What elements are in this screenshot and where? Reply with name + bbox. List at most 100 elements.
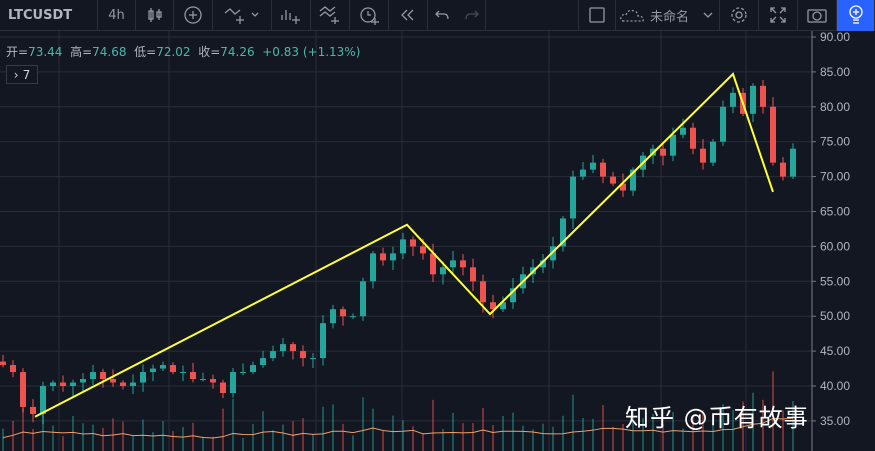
settings-button[interactable] (720, 0, 759, 31)
layout-name: 未命名 (649, 9, 689, 25)
candle-body (580, 169, 586, 177)
candle-body (480, 281, 486, 303)
gear-icon (731, 7, 747, 23)
open-value: 73.44 (28, 45, 63, 59)
financials-button[interactable] (272, 0, 311, 31)
publish-idea-button[interactable] (837, 0, 875, 31)
candle-body (460, 260, 466, 268)
volume-bar (552, 426, 554, 451)
candle-body (120, 382, 126, 386)
volume-bar (92, 424, 94, 451)
financials-icon (281, 10, 300, 24)
open-label: 开= (6, 45, 29, 59)
add-compare-icon (184, 6, 202, 24)
fullscreen-icon (770, 7, 786, 23)
candle-body (710, 141, 716, 163)
volume-bar (652, 414, 654, 451)
chart-type-button[interactable] (136, 0, 174, 31)
layout-name-button[interactable]: 未命名 (616, 0, 720, 31)
volume-bar (642, 418, 644, 451)
candle-body (80, 379, 86, 383)
candle-body (600, 162, 606, 177)
select-layout-button[interactable] (578, 0, 616, 31)
volume-bar (372, 408, 374, 451)
volume-bar (712, 419, 714, 451)
volume-bar (622, 424, 624, 451)
candle-body (190, 372, 196, 380)
candle-body (770, 106, 776, 163)
compare-button[interactable] (174, 0, 213, 31)
candle-body (420, 246, 426, 254)
volume-bar (182, 426, 184, 451)
candle-body (130, 382, 136, 386)
volume-bar (162, 421, 164, 451)
volume-bar (282, 424, 284, 451)
indicator-count: 7 (22, 67, 31, 82)
replay-button[interactable] (389, 0, 428, 31)
volume-bar (612, 426, 614, 451)
y-tick-label: 70.00 (820, 170, 850, 184)
candle-body (350, 316, 356, 318)
screenshot-button[interactable] (798, 0, 837, 31)
volume-bar (72, 416, 74, 451)
volume-bar (12, 420, 14, 451)
volume-bar (792, 400, 794, 451)
candle-body (320, 323, 326, 359)
redo-icon[interactable] (464, 8, 480, 22)
candle-body (10, 365, 16, 373)
replay-icon (401, 9, 414, 21)
volume-bar (732, 409, 734, 451)
candle-body (750, 85, 756, 114)
candle-body (330, 309, 336, 324)
templates-button[interactable] (311, 0, 350, 31)
candle-body (340, 309, 346, 317)
volume-bar (122, 421, 124, 451)
candle-body (730, 92, 736, 107)
templates-icon (319, 6, 339, 24)
y-tick-label: 60.00 (820, 239, 850, 253)
watermark: 知乎 @币有故事 (625, 404, 809, 432)
y-tick-label: 50.00 (820, 309, 850, 323)
volume-bar (32, 428, 34, 451)
candle-body (570, 176, 576, 219)
idea-icon (848, 5, 863, 24)
candle-body (250, 365, 256, 373)
candle-body (490, 302, 496, 310)
volume-bar (342, 423, 344, 451)
y-tick-label: 35.00 (820, 414, 850, 428)
candle-body (540, 260, 546, 268)
candle-body (470, 267, 476, 282)
candles-icon (147, 8, 162, 22)
volume-bar (462, 423, 464, 451)
candle-body (700, 148, 706, 163)
candle-body (390, 253, 396, 261)
fullscreen-button[interactable] (759, 0, 798, 31)
volume-bar (132, 436, 134, 451)
candle-body (500, 302, 506, 310)
chevron-right-icon: › (13, 67, 19, 82)
volume-bar (432, 399, 434, 451)
candle-body (140, 372, 146, 383)
candle-body (110, 379, 116, 383)
volume-bar (402, 420, 404, 451)
y-tick-label: 45.00 (820, 344, 850, 358)
indicators-button[interactable] (213, 0, 272, 31)
undo-icon[interactable] (434, 8, 450, 22)
volume-bar (152, 432, 154, 451)
volume-bar (452, 412, 454, 451)
candle-body (620, 183, 626, 191)
indicators-toggle-button[interactable]: › 7 (6, 65, 38, 84)
volume-bar (592, 418, 594, 451)
candle-body (170, 365, 176, 373)
interval-button[interactable]: 4h (98, 0, 136, 31)
alert-button[interactable] (350, 0, 389, 31)
volume-bar (762, 399, 764, 451)
candle-body (380, 253, 386, 261)
price-chart[interactable]: 90.00 85.00 80.00 75.00 70.00 65.00 60.00 55.00… (0, 31, 875, 451)
volume-bar (2, 428, 4, 451)
volume-bar (172, 431, 174, 451)
volume-bar (502, 416, 504, 451)
volume-bar (442, 429, 444, 451)
volume-bar (202, 436, 204, 451)
symbol-search-button[interactable]: LTCUSDT (0, 0, 98, 31)
